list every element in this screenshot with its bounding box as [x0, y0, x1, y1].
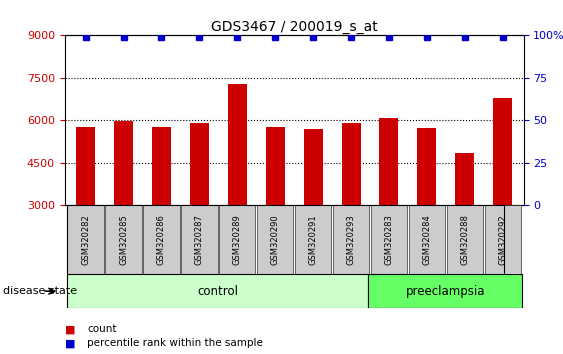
Bar [152, 127, 171, 205]
Bar [371, 205, 407, 274]
Text: ■: ■ [65, 338, 75, 348]
Bar [342, 122, 360, 205]
Bar [417, 128, 436, 205]
Text: GSM320293: GSM320293 [347, 215, 356, 265]
Bar [455, 153, 474, 205]
Bar [190, 122, 209, 205]
Text: GSM320285: GSM320285 [119, 215, 128, 265]
Bar [493, 98, 512, 205]
Bar [333, 205, 369, 274]
Bar [303, 130, 323, 205]
Bar [485, 205, 521, 274]
Text: GSM320287: GSM320287 [195, 215, 204, 265]
Text: GSM320288: GSM320288 [461, 215, 470, 265]
Bar [257, 205, 293, 274]
Bar [76, 127, 95, 205]
Bar [228, 84, 247, 205]
Bar [446, 205, 483, 274]
Bar [379, 118, 399, 205]
Text: percentile rank within the sample: percentile rank within the sample [87, 338, 263, 348]
Bar [68, 274, 368, 308]
Text: GSM320286: GSM320286 [157, 215, 166, 265]
Text: GSM320289: GSM320289 [233, 215, 242, 265]
Bar [219, 205, 256, 274]
Bar [114, 121, 133, 205]
Bar [409, 205, 445, 274]
Text: preeclampsia: preeclampsia [406, 285, 486, 298]
Text: disease state: disease state [3, 286, 77, 296]
Text: GSM320291: GSM320291 [309, 215, 318, 265]
Text: GSM320284: GSM320284 [422, 215, 431, 265]
Text: GSM320290: GSM320290 [271, 215, 280, 265]
Bar [143, 205, 180, 274]
Bar [68, 205, 104, 274]
Bar [266, 127, 285, 205]
Bar [295, 205, 332, 274]
Bar [368, 274, 522, 308]
Text: count: count [87, 324, 117, 334]
Text: control: control [198, 285, 239, 298]
Text: GSM320282: GSM320282 [81, 215, 90, 265]
Text: GSM320283: GSM320283 [385, 215, 394, 265]
Bar [105, 205, 142, 274]
Text: ■: ■ [65, 324, 75, 334]
Title: GDS3467 / 200019_s_at: GDS3467 / 200019_s_at [211, 21, 378, 34]
Bar [181, 205, 217, 274]
Text: GSM320292: GSM320292 [498, 215, 507, 265]
